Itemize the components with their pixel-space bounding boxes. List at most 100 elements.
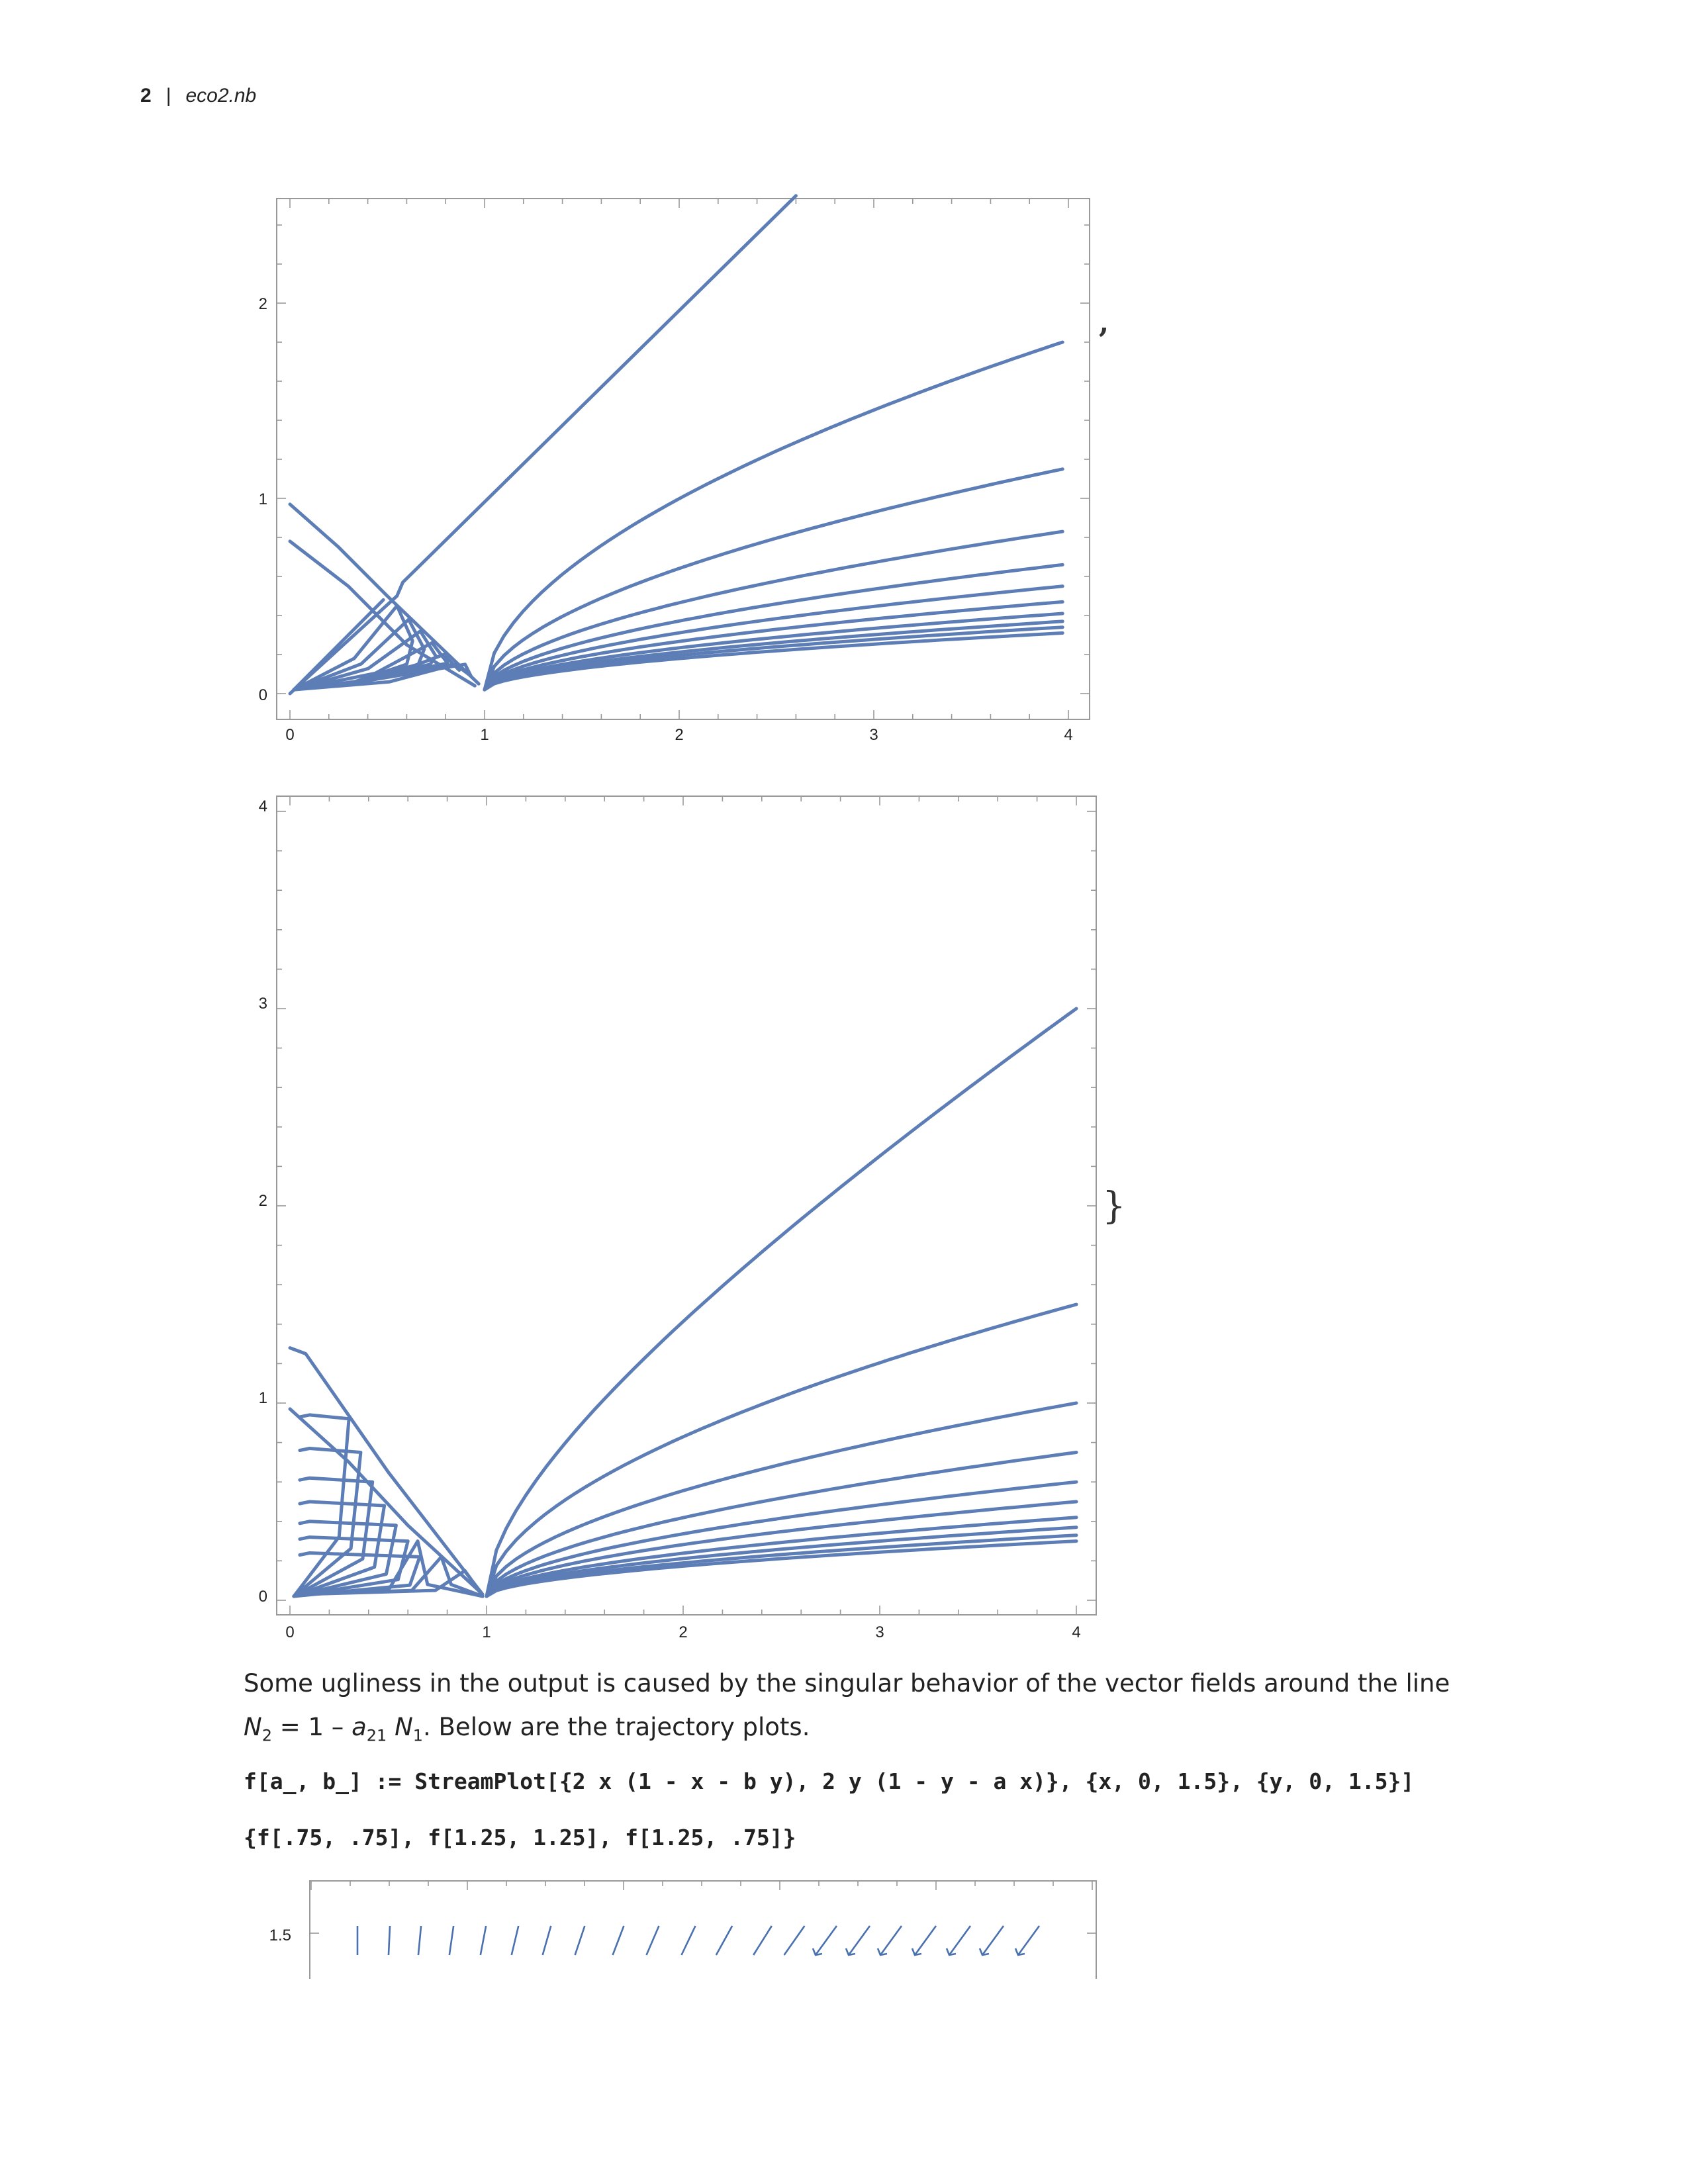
header-separator: | (165, 85, 171, 107)
stream-field-segment (510, 1925, 520, 1956)
code-streamplot-definition[interactable]: f[a_, b_] := StreamPlot[{2 x (1 - x - b … (244, 1768, 1415, 1794)
bottom-trajectory (288, 1346, 485, 1596)
stream-y-tick: 1.5 (269, 1927, 291, 1944)
top-trajectory (483, 619, 1064, 692)
top-x-tick: 3 (869, 726, 878, 744)
eq-n2-subscript: 2 (261, 1726, 272, 1745)
plot-top: 0 1 2 3 4 0 1 2 (259, 194, 1090, 744)
bottom-x-tick: 4 (1072, 1623, 1080, 1641)
top-trajectory (483, 631, 1064, 692)
bottom-x-tick: 1 (482, 1623, 491, 1641)
stream-field-arrowhead (876, 1948, 888, 1956)
top-x-tick: 2 (675, 726, 683, 744)
bottom-trajectory (485, 1516, 1078, 1598)
stream-field-segment (847, 1925, 871, 1956)
bottom-y-tick: 1 (259, 1389, 267, 1407)
stream-field-segment (814, 1925, 838, 1956)
bottom-trajectory (292, 1535, 410, 1598)
stream-field-segment (574, 1925, 586, 1956)
stream-field-segment (981, 1925, 1005, 1956)
stream-field-arrowhead (978, 1948, 990, 1956)
bottom-x-tick: 2 (679, 1623, 687, 1641)
stream-field-arrowhead (1014, 1948, 1025, 1956)
explanation-line-2: N2 = 1 – a21 N1. Below are the trajector… (244, 1706, 810, 1756)
explanation-line-1: Some ugliness in the output is caused by… (244, 1669, 1450, 1698)
bottom-trajectory (485, 1401, 1078, 1598)
stream-field-segment (1017, 1925, 1041, 1956)
top-x-tick: 0 (285, 726, 294, 744)
stream-field-arrowhead (812, 1948, 823, 1956)
eq-n1-symbol: N (395, 1713, 413, 1741)
eq-alpha-subscript: 21 (366, 1726, 387, 1745)
bottom-trajectory (485, 1451, 1078, 1598)
top-trajectory (483, 563, 1064, 692)
stream-field-segment (948, 1925, 972, 1956)
bottom-trajectory (485, 1539, 1078, 1598)
top-trajectory (292, 662, 473, 692)
bottom-trajectory (485, 1302, 1078, 1598)
bottom-x-tick: 3 (875, 1623, 884, 1641)
stream-field-segment (783, 1925, 806, 1956)
top-y-tick: 0 (259, 686, 267, 704)
stream-field-segment (645, 1925, 660, 1956)
stream-field-segment (753, 1925, 773, 1956)
notebook-filename: eco2.nb (185, 85, 257, 107)
list-comma: , (1099, 306, 1109, 340)
bottom-y-tick: 4 (259, 797, 267, 815)
top-x-tick: 1 (480, 726, 489, 744)
page-number: 2 (140, 85, 152, 107)
stream-field-arrowhead (911, 1948, 922, 1956)
bottom-trajectory (292, 1500, 387, 1598)
top-y-tick: 2 (259, 295, 267, 313)
eq-alpha-symbol: a (352, 1713, 367, 1741)
bottom-trajectory (485, 1007, 1078, 1598)
eq-n2-symbol: N (244, 1713, 262, 1741)
code-plot-list[interactable]: {f[.75, .75], f[1.25, 1.25], f[1.25, .75… (244, 1825, 796, 1850)
stream-field-segment (879, 1925, 903, 1956)
stream-field-segment (448, 1925, 455, 1956)
eq-n1-subscript: 1 (412, 1726, 424, 1745)
bottom-trajectory (298, 1569, 485, 1598)
bottom-trajectory (485, 1480, 1078, 1598)
bottom-trajectory (292, 1520, 398, 1598)
stream-field-segment (715, 1925, 733, 1956)
top-trajectory (483, 625, 1064, 692)
top-y-tick: 1 (259, 490, 267, 508)
bottom-y-tick: 2 (259, 1192, 267, 1210)
bottom-trajectory (292, 1476, 375, 1598)
bottom-y-tick: 0 (259, 1588, 267, 1606)
plot-bottom: 0 1 2 3 4 0 1 2 3 4 (259, 796, 1097, 1641)
stream-field-segment (387, 1925, 391, 1956)
eq-relation: = 1 – (271, 1713, 352, 1741)
stream-field-segment (914, 1925, 937, 1956)
stream-field-segment (680, 1925, 696, 1956)
explanation-line-2-rest: . Below are the trajectory plots. (423, 1713, 810, 1741)
top-trajectory (483, 340, 1064, 692)
top-trajectory (483, 612, 1064, 692)
stream-field-segment (417, 1925, 422, 1956)
bottom-trajectory (292, 1447, 363, 1598)
top-trajectory (292, 598, 385, 692)
stream-field-segment (541, 1925, 552, 1956)
page-header: 2 | eco2.nb (140, 85, 256, 107)
top-x-tick: 4 (1064, 726, 1072, 744)
bottom-trajectory (485, 1533, 1078, 1598)
bottom-trajectory (288, 1407, 483, 1594)
top-trajectory (288, 194, 798, 696)
top-trajectory (483, 584, 1064, 692)
top-trajectory (483, 529, 1064, 692)
list-close-brace: } (1102, 1185, 1126, 1228)
bottom-y-tick: 3 (259, 995, 267, 1013)
top-trajectory (483, 600, 1064, 692)
stream-field-arrowhead (945, 1948, 957, 1956)
stream-field-arrowhead (845, 1948, 856, 1956)
bottom-x-tick: 0 (285, 1623, 294, 1641)
top-trajectory (288, 502, 481, 686)
bottom-trajectory (485, 1500, 1078, 1598)
top-trajectory (483, 467, 1064, 692)
stream-field-segment (479, 1925, 487, 1956)
bottom-trajectory (485, 1525, 1078, 1598)
bottom-trajectory (292, 1413, 351, 1598)
stream-field-segment (612, 1925, 625, 1956)
